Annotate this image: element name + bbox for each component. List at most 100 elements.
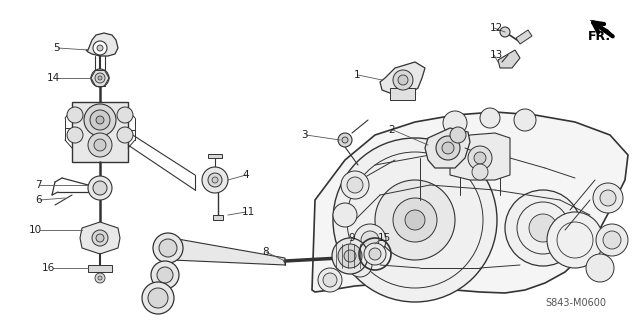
Circle shape: [468, 146, 492, 170]
Circle shape: [443, 111, 467, 135]
Circle shape: [405, 210, 425, 230]
Circle shape: [344, 250, 356, 262]
Circle shape: [514, 109, 536, 131]
Circle shape: [398, 75, 408, 85]
Circle shape: [88, 133, 112, 157]
Circle shape: [84, 104, 116, 136]
Polygon shape: [88, 265, 112, 272]
Circle shape: [472, 164, 488, 180]
Circle shape: [208, 173, 222, 187]
Text: 5: 5: [53, 43, 60, 53]
Circle shape: [95, 273, 105, 283]
Circle shape: [94, 139, 106, 151]
Text: 9: 9: [348, 233, 355, 243]
Circle shape: [98, 276, 102, 280]
Polygon shape: [86, 33, 118, 56]
Circle shape: [67, 107, 83, 123]
Circle shape: [341, 171, 369, 199]
Circle shape: [332, 238, 368, 274]
Circle shape: [547, 212, 603, 268]
Text: 10: 10: [29, 225, 42, 235]
Polygon shape: [213, 215, 223, 220]
Text: 3: 3: [301, 130, 308, 140]
Text: 2: 2: [388, 125, 395, 135]
Circle shape: [338, 133, 352, 147]
Circle shape: [323, 273, 337, 287]
Circle shape: [91, 69, 109, 87]
Text: 8: 8: [262, 247, 269, 257]
Circle shape: [364, 243, 386, 265]
Circle shape: [151, 261, 179, 289]
Circle shape: [98, 76, 102, 80]
Circle shape: [93, 41, 107, 55]
Circle shape: [596, 224, 628, 256]
Text: 4: 4: [242, 170, 248, 180]
Circle shape: [333, 138, 497, 302]
Polygon shape: [450, 133, 510, 180]
Text: 15: 15: [378, 233, 391, 243]
Circle shape: [375, 180, 455, 260]
Text: 6: 6: [35, 195, 42, 205]
Text: 13: 13: [490, 50, 503, 60]
Polygon shape: [498, 50, 520, 68]
Text: 16: 16: [42, 263, 55, 273]
Circle shape: [480, 108, 500, 128]
Polygon shape: [80, 222, 120, 254]
Circle shape: [603, 231, 621, 249]
Circle shape: [67, 127, 83, 143]
Circle shape: [586, 254, 614, 282]
Circle shape: [361, 231, 379, 249]
Circle shape: [90, 110, 110, 130]
Text: FR.: FR.: [588, 30, 611, 43]
Circle shape: [97, 45, 103, 51]
Circle shape: [529, 214, 557, 242]
Circle shape: [92, 230, 108, 246]
Text: 7: 7: [35, 180, 42, 190]
Polygon shape: [165, 238, 285, 265]
Circle shape: [117, 107, 133, 123]
Circle shape: [96, 234, 104, 242]
Circle shape: [96, 116, 104, 124]
Circle shape: [202, 167, 228, 193]
Text: 14: 14: [47, 73, 60, 83]
Circle shape: [393, 70, 413, 90]
Polygon shape: [208, 154, 222, 158]
Circle shape: [505, 190, 581, 266]
Text: 12: 12: [490, 23, 503, 33]
Circle shape: [159, 239, 177, 257]
Polygon shape: [72, 102, 128, 162]
Circle shape: [342, 137, 348, 143]
Circle shape: [338, 244, 362, 268]
Text: 11: 11: [242, 207, 255, 217]
Circle shape: [393, 198, 437, 242]
Circle shape: [117, 127, 133, 143]
Polygon shape: [425, 128, 470, 168]
Circle shape: [153, 233, 183, 263]
Text: S843-M0600: S843-M0600: [545, 298, 606, 308]
Circle shape: [157, 267, 173, 283]
Circle shape: [348, 253, 372, 277]
Circle shape: [436, 136, 460, 160]
Circle shape: [600, 190, 616, 206]
Polygon shape: [312, 112, 628, 293]
Circle shape: [88, 176, 112, 200]
Circle shape: [142, 282, 174, 314]
Circle shape: [93, 181, 107, 195]
Circle shape: [369, 248, 381, 260]
Polygon shape: [390, 88, 415, 100]
Circle shape: [212, 177, 218, 183]
Circle shape: [347, 177, 363, 193]
Circle shape: [474, 152, 486, 164]
Polygon shape: [516, 30, 532, 44]
Circle shape: [333, 203, 357, 227]
Circle shape: [95, 73, 105, 83]
Polygon shape: [380, 62, 425, 95]
Polygon shape: [590, 20, 614, 36]
Circle shape: [354, 224, 386, 256]
Circle shape: [450, 127, 466, 143]
Text: 1: 1: [353, 70, 360, 80]
Circle shape: [148, 288, 168, 308]
Circle shape: [318, 268, 342, 292]
Circle shape: [593, 183, 623, 213]
Circle shape: [442, 142, 454, 154]
